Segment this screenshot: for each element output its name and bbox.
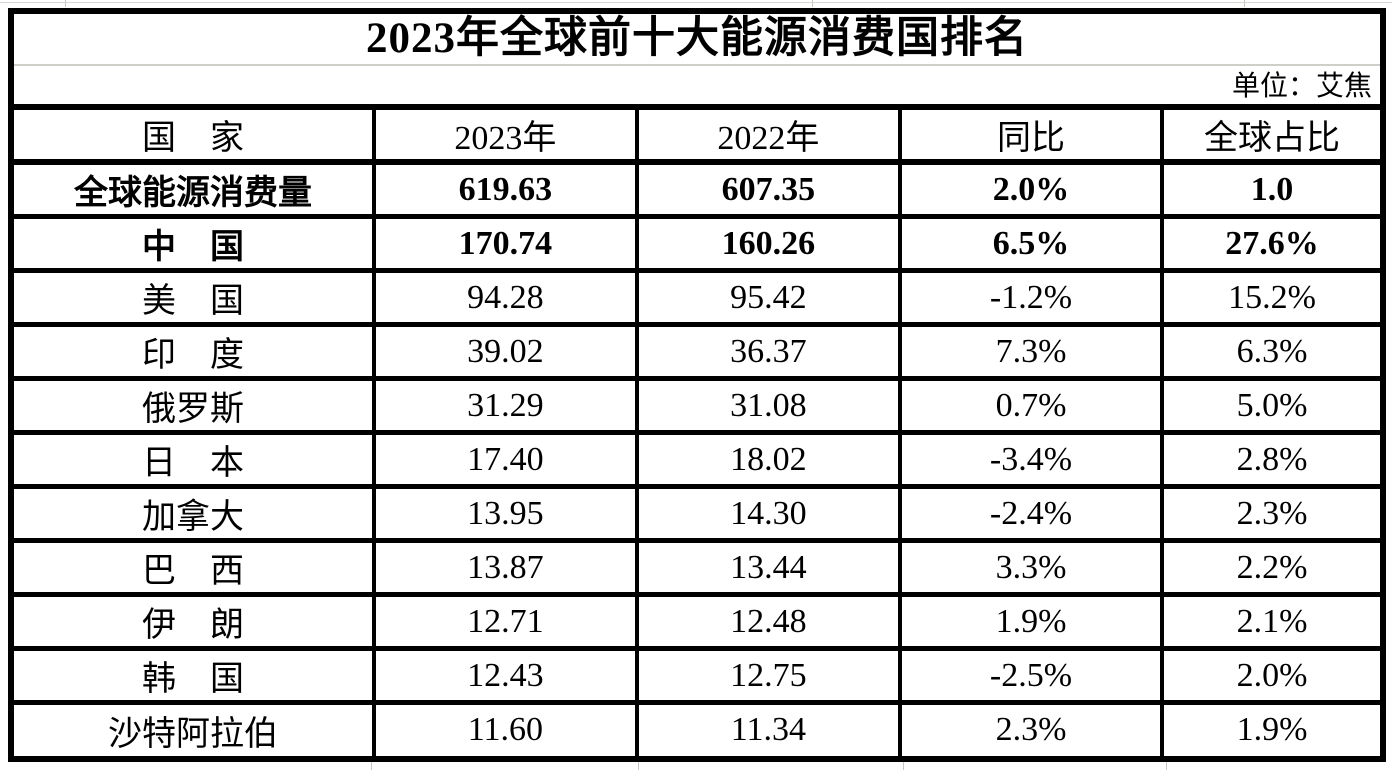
value-2022-cell: 13.44 — [634, 538, 902, 597]
data-table: 国 家 2023年 2022年 同比 全球占比 全球能源消费量 619.63 607… — [14, 110, 1380, 756]
country-cell: 伊 朗 — [14, 592, 376, 651]
value-2022-cell: 95.42 — [634, 268, 902, 327]
column-header-yoy: 同比 — [897, 110, 1165, 165]
header-row: 国 家 2023年 2022年 同比 全球占比 — [14, 110, 1380, 165]
bottom-gridline-stub — [903, 761, 904, 770]
value-2022-cell: 14.30 — [634, 484, 902, 543]
value-2022-cell: 607.35 — [634, 159, 902, 219]
global-share-cell: 15.2% — [1160, 268, 1380, 327]
energy-ranking-table: 2023年全球前十大能源消费国排名 单位：艾焦 国 家 2023年 2022年 … — [8, 8, 1386, 762]
country-cell: 印 度 — [14, 322, 376, 381]
table-row: 韩 国 12.43 12.75 -2.5% 2.0% — [14, 646, 1380, 705]
country-cell: 沙特阿拉伯 — [14, 700, 376, 756]
value-2022-cell: 31.08 — [634, 376, 902, 435]
table-title: 2023年全球前十大能源消费国排名 — [14, 14, 1380, 66]
value-2023-cell: 31.29 — [371, 376, 639, 435]
value-2023-cell: 94.28 — [371, 268, 639, 327]
yoy-cell: 3.3% — [897, 538, 1165, 597]
value-2022-cell: 36.37 — [634, 322, 902, 381]
yoy-cell: 7.3% — [897, 322, 1165, 381]
yoy-cell: -2.5% — [897, 646, 1165, 705]
global-share-cell: 6.3% — [1160, 322, 1380, 381]
table-row: 日 本 17.40 18.02 -3.4% 2.8% — [14, 430, 1380, 489]
bottom-gridline-stub — [371, 761, 372, 770]
yoy-cell: 0.7% — [897, 376, 1165, 435]
global-share-cell: 2.2% — [1160, 538, 1380, 597]
yoy-cell: -1.2% — [897, 268, 1165, 327]
column-header-share: 全球占比 — [1160, 110, 1380, 165]
value-2023-cell: 12.71 — [371, 592, 639, 651]
yoy-cell: 6.5% — [897, 214, 1165, 273]
table-row: 伊 朗 12.71 12.48 1.9% 2.1% — [14, 592, 1380, 651]
bottom-gridline-stub — [1166, 761, 1167, 770]
value-2022-cell: 18.02 — [634, 430, 902, 489]
top-gridline-stub — [65, 0, 66, 7]
country-cell: 巴 西 — [14, 538, 376, 597]
country-cell: 日 本 — [14, 430, 376, 489]
top-gridline-stub — [1244, 0, 1245, 7]
table-row: 巴 西 13.87 13.44 3.3% 2.2% — [14, 538, 1380, 597]
yoy-cell: -3.4% — [897, 430, 1165, 489]
global-share-cell: 27.6% — [1160, 214, 1380, 273]
yoy-cell: 2.0% — [897, 159, 1165, 219]
column-header-country: 国 家 — [14, 110, 376, 165]
value-2023-cell: 170.74 — [371, 214, 639, 273]
table-row: 沙特阿拉伯 11.60 11.34 2.3% 1.9% — [14, 700, 1380, 756]
top-gridline-remnant — [0, 2, 1392, 3]
country-cell: 加拿大 — [14, 484, 376, 543]
value-2023-cell: 13.95 — [371, 484, 639, 543]
value-2022-cell: 11.34 — [634, 700, 902, 756]
global-share-cell: 2.1% — [1160, 592, 1380, 651]
global-share-cell: 1.9% — [1160, 700, 1380, 756]
value-2023-cell: 12.43 — [371, 646, 639, 705]
table-row: 加拿大 13.95 14.30 -2.4% 2.3% — [14, 484, 1380, 543]
yoy-cell: 1.9% — [897, 592, 1165, 651]
country-cell: 韩 国 — [14, 646, 376, 705]
value-2023-cell: 11.60 — [371, 700, 639, 756]
table-row: 美 国 94.28 95.42 -1.2% 15.2% — [14, 268, 1380, 327]
value-2022-cell: 12.48 — [634, 592, 902, 651]
table-row: 印 度 39.02 36.37 7.3% 6.3% — [14, 322, 1380, 381]
yoy-cell: 2.3% — [897, 700, 1165, 756]
top-gridline-stub — [812, 0, 813, 7]
country-cell: 全球能源消费量 — [14, 159, 376, 219]
table-row: 俄罗斯 31.29 31.08 0.7% 5.0% — [14, 376, 1380, 435]
unit-note: 单位：艾焦 — [14, 66, 1380, 110]
bottom-gridline-stub — [638, 761, 639, 770]
country-cell: 中 国 — [14, 214, 376, 273]
table-row: 中 国 170.74 160.26 6.5% 27.6% — [14, 214, 1380, 273]
value-2023-cell: 39.02 — [371, 322, 639, 381]
value-2023-cell: 619.63 — [371, 159, 639, 219]
column-header-2022: 2022年 — [634, 110, 902, 165]
value-2022-cell: 160.26 — [634, 214, 902, 273]
country-cell: 美 国 — [14, 268, 376, 327]
global-share-cell: 2.8% — [1160, 430, 1380, 489]
column-header-2023: 2023年 — [371, 110, 639, 165]
country-cell: 俄罗斯 — [14, 376, 376, 435]
value-2022-cell: 12.75 — [634, 646, 902, 705]
value-2023-cell: 17.40 — [371, 430, 639, 489]
table-row: 全球能源消费量 619.63 607.35 2.0% 1.0 — [14, 159, 1380, 219]
global-share-cell: 2.3% — [1160, 484, 1380, 543]
value-2023-cell: 13.87 — [371, 538, 639, 597]
global-share-cell: 5.0% — [1160, 376, 1380, 435]
yoy-cell: -2.4% — [897, 484, 1165, 543]
global-share-cell: 2.0% — [1160, 646, 1380, 705]
global-share-cell: 1.0 — [1160, 159, 1380, 219]
